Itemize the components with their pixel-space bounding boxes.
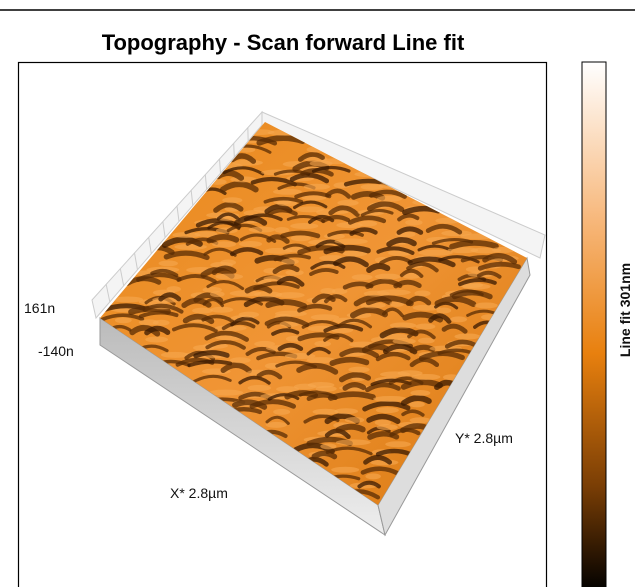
surface-highlight — [390, 322, 416, 328]
surface-highlight — [410, 390, 430, 396]
surface-highlight — [334, 238, 367, 244]
surface-highlight — [462, 284, 490, 290]
surface-highlight — [314, 341, 331, 347]
surface-highlight — [348, 367, 369, 373]
surface-highlight — [376, 407, 399, 413]
y-axis-label: Y* 2.8µm — [455, 430, 513, 446]
surface-highlight — [222, 197, 242, 203]
surface-highlight — [273, 189, 302, 195]
surface-highlight — [212, 241, 236, 247]
z-min-label: -140n — [38, 343, 74, 359]
surface-highlight — [358, 221, 377, 227]
surface-highlight — [239, 312, 260, 318]
surface-highlight — [345, 417, 364, 423]
surface-ridge — [338, 427, 362, 430]
x-axis-label: X* 2.8µm — [170, 485, 228, 501]
afm-view: Topography - Scan forward Line fit 161n … — [0, 0, 635, 587]
surface-highlight — [230, 357, 251, 363]
surface-highlight — [365, 473, 380, 479]
surface-highlight — [290, 223, 318, 229]
colorbar — [582, 62, 606, 587]
surface-highlight — [418, 338, 435, 344]
surface-highlight — [334, 408, 358, 414]
surface-highlight — [210, 307, 233, 313]
colorbar-label: Line fit 301nm — [617, 263, 633, 357]
surface-highlight — [337, 200, 358, 206]
surface-highlight — [415, 323, 435, 329]
surface-highlight — [454, 333, 480, 339]
surface-highlight — [418, 250, 452, 256]
surface-highlight — [215, 274, 243, 280]
surface-highlight — [450, 316, 467, 322]
surface-highlight — [232, 160, 263, 166]
surface-highlight — [436, 307, 451, 313]
surface-highlight — [405, 219, 422, 225]
surface-highlight — [281, 259, 299, 265]
surface-highlight — [266, 422, 287, 428]
surface-highlight — [220, 260, 236, 266]
surface-highlight — [331, 467, 359, 473]
surface-highlight — [377, 424, 398, 430]
surface-highlight — [273, 409, 290, 415]
surface-highlight — [249, 227, 276, 233]
surface-highlight — [275, 227, 290, 233]
surface-highlight — [210, 291, 225, 297]
title: Topography - Scan forward Line fit — [102, 30, 465, 55]
surface-highlight — [411, 374, 440, 380]
surface-highlight — [352, 274, 373, 280]
surface-highlight — [239, 241, 262, 247]
surface-highlight — [393, 338, 416, 344]
surface-highlight — [276, 292, 305, 298]
surface-highlight — [248, 385, 272, 391]
z-max-label: 161n — [24, 300, 55, 316]
surface-highlight — [115, 317, 132, 323]
surface-highlight — [414, 290, 430, 296]
surface-highlight — [475, 302, 498, 308]
surface-highlight — [336, 439, 371, 445]
surface-ridge — [314, 453, 334, 456]
surface-highlight — [145, 337, 168, 343]
surface-highlight — [377, 289, 411, 295]
surface-highlight — [316, 386, 337, 392]
surface-highlight — [192, 308, 213, 314]
surface-highlight — [304, 184, 330, 190]
surface-highlight — [377, 196, 402, 202]
surface-highlight — [159, 260, 178, 266]
wall-grid — [234, 143, 235, 157]
surface-highlight — [375, 274, 401, 280]
surface-highlight — [153, 320, 170, 326]
surface-highlight — [291, 235, 311, 241]
surface-highlight — [409, 401, 425, 407]
surface-highlight — [385, 441, 411, 447]
surface-highlight — [167, 286, 181, 292]
